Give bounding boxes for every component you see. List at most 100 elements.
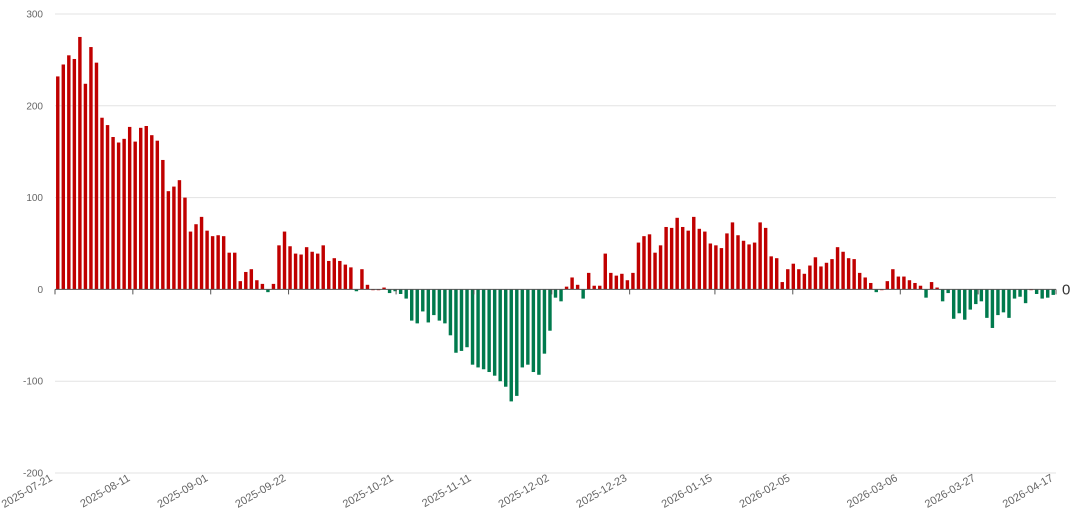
bar [194,224,198,290]
bar [387,289,392,294]
bar [487,289,491,373]
y-tick-label: 200 [26,101,43,112]
bar [470,289,475,365]
bar [172,186,176,290]
bar [559,289,563,302]
bar [592,285,596,290]
bar [813,257,818,290]
bar [249,269,254,290]
bar [166,191,171,290]
bar [570,277,574,290]
bar [515,289,519,396]
bar [327,260,331,290]
bar [537,289,541,375]
bar [448,289,453,336]
bar [1012,289,1017,299]
bar [775,258,779,290]
bar [481,289,486,370]
bar [857,272,862,290]
bar [564,286,569,290]
bar [603,253,607,290]
bar [277,245,281,290]
y-tick-label: 300 [26,10,43,21]
y-axis-ticks: 300 200 100 0 -100 -200 [23,10,43,480]
x-tick-label: 2025-11-11 [420,472,473,510]
bar [913,282,917,290]
bar [144,126,148,290]
bar [586,272,591,290]
bar [979,289,984,302]
bar [741,240,746,290]
bar [421,289,425,312]
bar [725,233,729,290]
bar [824,262,829,290]
bar [929,282,934,290]
bar [542,289,547,354]
bar [658,245,663,290]
bar [398,289,403,294]
bar [531,289,536,373]
bar [1040,289,1044,299]
bar [360,269,364,290]
bar [393,289,397,292]
bar [752,242,757,290]
bar [841,251,845,290]
bar [703,231,707,290]
bar [415,289,419,324]
bar [609,272,613,290]
bar [349,267,353,290]
bar [310,251,314,290]
bar [625,280,630,290]
bar [869,282,873,290]
bar [885,281,890,290]
bar [150,135,154,290]
bar [454,289,458,353]
bar [67,55,71,290]
bar [1034,289,1039,294]
bar [177,180,182,290]
bar [647,234,652,290]
bar [990,289,995,328]
bar [210,236,215,290]
bar [985,289,989,318]
bar [122,138,126,290]
bar [155,140,160,290]
bar [404,289,408,299]
bar [233,252,237,290]
bar [100,117,104,290]
bar [459,289,464,351]
bar [1007,289,1011,318]
bar [271,283,276,290]
bar [675,217,679,290]
bar [708,243,713,290]
bar [791,263,796,290]
bar [636,242,641,290]
bar [133,141,137,290]
y-tick-label: 0 [37,285,43,296]
bar [642,236,646,290]
bar [498,289,502,382]
y-tick-label: -100 [23,377,43,388]
bar [614,275,619,290]
x-tick-label: 2025-08-11 [78,472,132,510]
bar [719,248,724,290]
bar [504,289,508,387]
bar [332,258,336,290]
bar [736,235,740,290]
x-tick-label: 2026-03-27 [923,472,978,511]
bar [227,252,231,290]
bar [553,289,558,298]
bar [786,269,790,290]
bar [1045,289,1050,298]
bar [83,83,88,290]
bar [509,289,513,402]
bar [299,254,303,290]
bar [946,289,950,294]
bar [686,230,690,290]
bar [664,226,668,290]
bar [935,287,939,290]
bar [116,142,121,290]
bar [304,247,309,290]
bar [874,289,878,293]
bar [902,276,906,290]
